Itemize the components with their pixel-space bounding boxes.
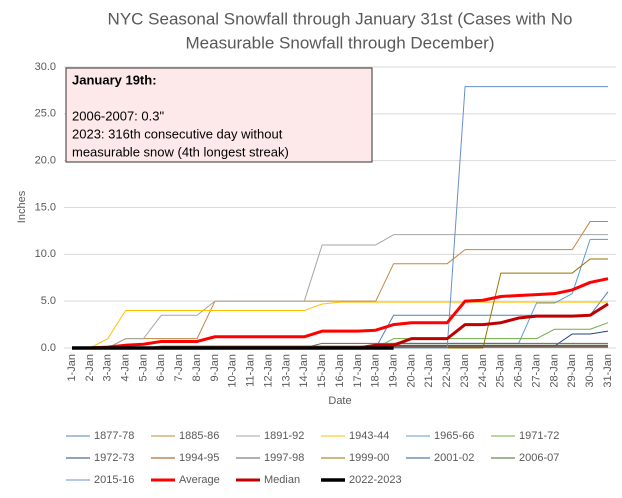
legend-label: 1885-86 [179,430,219,442]
x-tick-label: 21-Jan [423,354,435,388]
series-line [72,345,608,349]
series-line [72,277,609,350]
legend-label: 1972-73 [94,452,134,464]
series-line [72,221,608,349]
x-tick-label: 24-Jan [477,354,489,388]
legend-label: 2022-2023 [349,474,402,486]
x-tick-label: 26-Jan [513,354,525,388]
legend-label: 1965-66 [434,430,474,442]
x-tick-label: 22-Jan [441,354,453,388]
y-axis-label: Inches [16,190,28,223]
x-tick-label: 13-Jan [280,354,292,388]
x-tick-label: 7-Jan [173,354,185,382]
x-tick-label: 17-Jan [352,354,364,388]
x-tick-label: 31-Jan [602,354,614,388]
x-tick-label: 2-Jan [84,354,96,382]
x-tick-label: 3-Jan [102,354,114,382]
legend-label: Median [264,474,300,486]
x-tick-label: 15-Jan [316,354,328,388]
x-tick-label: 23-Jan [459,354,471,388]
annotation-text: January 19th: [72,72,157,87]
x-tick-label: 25-Jan [495,354,507,388]
annotation-text: 2023: 316th consecutive day without [72,126,283,141]
x-tick-label: 30-Jan [584,354,596,388]
plot-lines [72,86,609,350]
x-tick-label: 18-Jan [370,354,382,388]
x-tick-label: 11-Jan [245,354,257,387]
x-tick-label: 19-Jan [388,354,400,388]
chart-title: Measurable Snowfall through December) [186,33,495,52]
x-tick-label: 20-Jan [405,354,417,388]
annotation-text: 2006-2007: 0.3" [72,108,164,123]
x-tick-label: 16-Jan [334,354,346,388]
x-tick-label: 9-Jan [209,354,221,382]
legend-label: 1997-98 [264,452,304,464]
x-tick-label: 6-Jan [155,354,167,382]
legend-label: 1943-44 [349,430,389,442]
annotation-text: measurable snow (4th longest streak) [72,144,289,159]
legend-label: 1971-72 [519,430,559,442]
legend-label: 1999-00 [349,452,389,464]
x-tick-label: 8-Jan [191,354,203,382]
x-tick-label: 4-Jan [120,354,132,382]
annotation-box [65,67,373,163]
y-tick-label: 25.0 [35,108,56,120]
x-tick-label: 5-Jan [137,354,149,382]
y-tick-label: 15.0 [35,201,56,213]
x-tick-label: 12-Jan [262,354,274,388]
y-tick-label: 30.0 [35,61,56,73]
legend-label: 2001-02 [434,452,474,464]
x-tick-label: 27-Jan [530,354,542,388]
x-tick-label: 28-Jan [548,354,560,388]
y-tick-label: 20.0 [35,155,56,167]
legend-label: 2015-16 [94,474,134,486]
legend: 1877-78 1885-86 1891-92 1943-44 1965-66 1971-… [66,430,559,486]
series-line [72,301,608,349]
y-tick-label: 10.0 [35,248,56,260]
series-line [72,234,608,349]
x-tick-label: 29-Jan [566,354,578,388]
legend-label: Average [179,474,220,486]
series-line [72,291,609,349]
x-tick-label: 10-Jan [227,354,239,388]
legend-label: 2006-07 [519,452,559,464]
legend-label: 1994-95 [179,452,219,464]
chart-title: NYC Seasonal Snowfall through January 31… [108,9,573,28]
legend-label: 1877-78 [94,430,134,442]
y-tick-label: 0.0 [41,342,56,354]
legend-label: 1891-92 [264,430,304,442]
x-tick-label: 14-Jan [298,354,310,388]
y-tick-label: 5.0 [41,295,56,307]
series-line [72,258,608,349]
x-axis-label: Date [328,395,351,407]
x-tick-label: 1-Jan [66,354,78,382]
